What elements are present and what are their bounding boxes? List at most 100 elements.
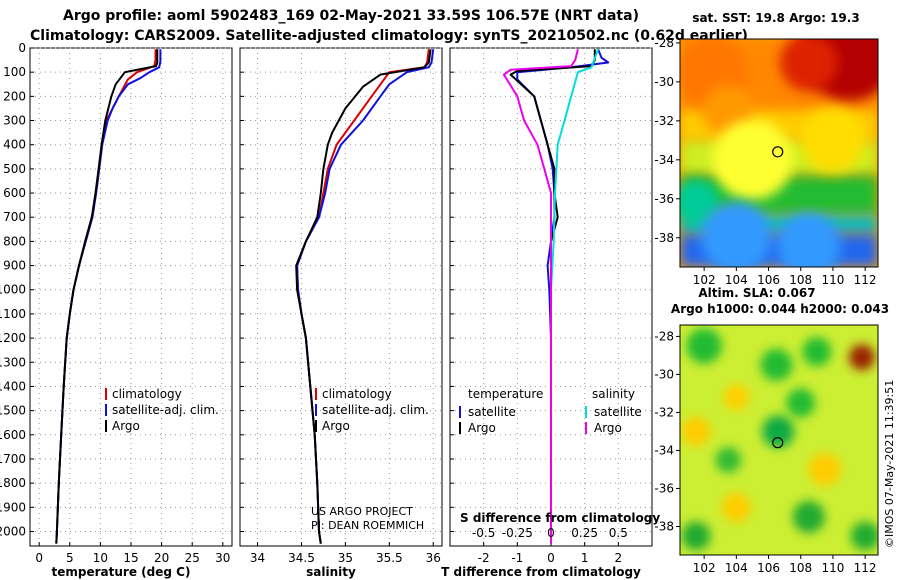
sst-map-blob xyxy=(800,108,866,173)
temperature-ytick-label: 1900 xyxy=(0,500,26,514)
sst-map-xtick-label: 110 xyxy=(821,273,844,287)
sla-map-title-2: Argo h1000: 0.044 h2000: 0.043 xyxy=(671,302,889,316)
temperature-ytick-label: 0 xyxy=(18,41,26,55)
temperature-ytick-label: 1300 xyxy=(0,355,26,369)
sst-map-blob xyxy=(776,213,841,267)
sst-map-xtick-label: 104 xyxy=(725,273,748,287)
difference-xlabel: T difference from climatology xyxy=(441,565,641,579)
diff-stick-label: 0.25 xyxy=(571,526,598,540)
diff-stick-label: 0 xyxy=(547,526,555,540)
temperature-ytick-label: 700 xyxy=(3,210,26,224)
difference-xtick-label: -2 xyxy=(478,551,490,565)
imos-stamp: ©IMOS 07-May-2021 11:39:51 xyxy=(883,380,896,548)
temperature-ytick-label: 300 xyxy=(3,114,26,128)
temperature-xtick-label: 15 xyxy=(123,551,138,565)
temperature-ytick-label: 500 xyxy=(3,162,26,176)
sst-map-title: sat. SST: 19.8 Argo: 19.3 xyxy=(692,11,859,25)
credit-project: US ARGO PROJECT xyxy=(311,505,413,518)
salinity-xlabel: salinity xyxy=(306,565,356,579)
temperature-ytick-label: 800 xyxy=(3,234,26,248)
sla-map-blob xyxy=(802,337,832,367)
sla-map-blob xyxy=(808,453,841,486)
sla-map-ytick-label: -38 xyxy=(654,519,674,533)
sla-map-blob xyxy=(762,415,795,448)
sla-map-field xyxy=(681,328,878,551)
temperature-series-argo xyxy=(55,49,159,544)
sla-map-blob xyxy=(786,388,816,418)
diff-legend-sal-header: salinity xyxy=(592,387,635,401)
diff-legend-label: satellite xyxy=(468,405,516,419)
sst-map-argo-marker xyxy=(772,146,784,158)
temperature-xtick-label: 5 xyxy=(66,551,74,565)
diff-legend-label: Argo xyxy=(468,421,496,435)
temperature-ytick-label: 1100 xyxy=(0,307,26,321)
difference-xtick-label: 1 xyxy=(581,551,589,565)
temperature-xtick-label: 25 xyxy=(185,551,200,565)
sst-map-blob xyxy=(779,39,838,92)
sst-map-ytick-label: -36 xyxy=(654,192,674,206)
header-line-1: Argo profile: aoml 5902483_169 02-May-20… xyxy=(63,8,639,24)
sla-map-xtick-label: 104 xyxy=(725,561,748,575)
temperature-ytick-label: 1600 xyxy=(0,428,26,442)
temperature-legend-label: satellite-adj. clim. xyxy=(112,403,219,417)
salinity-panel: 34 34.5 35 35.5 36 salinity climatology satelli… xyxy=(239,47,443,579)
sst-map-xtick-label: 102 xyxy=(693,273,716,287)
sst-map-ytick-label: -34 xyxy=(654,153,674,167)
sst-map-field xyxy=(680,39,878,267)
sla-map-ytick-label: -28 xyxy=(654,329,674,343)
difference-xtick-label: -1 xyxy=(511,551,523,565)
sst-map-panel: 102 104 106 108 110 112 -28 -30 -32 -34 -36 -38 sat.… xyxy=(654,11,879,287)
diff-legend-label: satellite xyxy=(594,405,642,419)
salinity-xtick-label: 34.5 xyxy=(288,551,315,565)
sla-map-ytick-label: -34 xyxy=(654,443,674,457)
salinity-legend-label: Argo xyxy=(322,419,350,433)
sla-map-title: Altim. SLA: 0.067 xyxy=(698,286,815,300)
salinity-xtick-label: 35.5 xyxy=(376,551,403,565)
sst-map-blob xyxy=(700,202,772,267)
sla-map-blob xyxy=(849,344,875,371)
temperature-ytick-label: 1800 xyxy=(0,476,26,490)
sst-map-xtick-label: 112 xyxy=(854,273,877,287)
diff-legend-temp-header: temperature xyxy=(468,387,543,401)
temperature-ytick-label: 1000 xyxy=(0,283,26,297)
sla-map-panel: 102 104 106 108 110 112 -28 -30 -32 -34 -36 -38 Alti… xyxy=(654,286,889,575)
sst-map-frame xyxy=(679,38,879,268)
sst-map-ytick-label: -30 xyxy=(654,75,674,89)
difference-panel: -2 -1 0 1 2T difference from climatology S di… xyxy=(441,47,660,579)
diff-xlabel-salinity: S difference from climatology xyxy=(460,511,660,525)
diff-stick-label: -0.5 xyxy=(472,526,495,540)
sla-map-blob xyxy=(715,447,742,473)
sla-map-ytick-label: -30 xyxy=(654,367,674,381)
salinity-xtick-label: 34 xyxy=(250,551,265,565)
sla-map-blob xyxy=(792,500,825,534)
sst-map-xtick-label: 108 xyxy=(789,273,812,287)
salinity-frame xyxy=(239,47,443,547)
diff-legend-label: Argo xyxy=(594,421,622,435)
temperature-xlabel: temperature (deg C) xyxy=(52,565,191,579)
diff-stick-label: 0.5 xyxy=(609,526,628,540)
sla-map-xtick-label: 108 xyxy=(789,561,812,575)
temperature-ytick-label: 100 xyxy=(3,65,26,79)
temperature-ytick-label: 2000 xyxy=(0,524,26,538)
sst-map-ytick-label: -38 xyxy=(654,231,674,245)
sst-map-ytick-label: -28 xyxy=(654,36,674,50)
sla-map-xtick-label: 102 xyxy=(693,561,716,575)
sla-map-xtick-label: 106 xyxy=(757,561,780,575)
temperature-ytick-label: 900 xyxy=(3,259,26,273)
salinity-legend-label: satellite-adj. clim. xyxy=(322,403,429,417)
temperature-panel: 0100200300400500600700800900100011001200… xyxy=(0,41,233,579)
difference-xtick-label: 2 xyxy=(615,551,623,565)
temperature-legend-label: climatology xyxy=(112,387,182,401)
temperature-ytick-label: 1500 xyxy=(0,404,26,418)
salinity-xtick-label: 35 xyxy=(338,551,353,565)
sla-map-blob xyxy=(686,328,722,364)
sla-map-xtick-label: 112 xyxy=(854,561,877,575)
sla-map-argo-marker xyxy=(772,437,784,449)
temperature-ytick-label: 400 xyxy=(3,138,26,152)
temperature-ytick-label: 1700 xyxy=(0,452,26,466)
diff-stick-label: -0.25 xyxy=(502,526,533,540)
temperature-ytick-label: 1200 xyxy=(0,331,26,345)
temperature-xtick-label: 20 xyxy=(154,551,169,565)
sla-map-ytick-label: -36 xyxy=(654,481,674,495)
